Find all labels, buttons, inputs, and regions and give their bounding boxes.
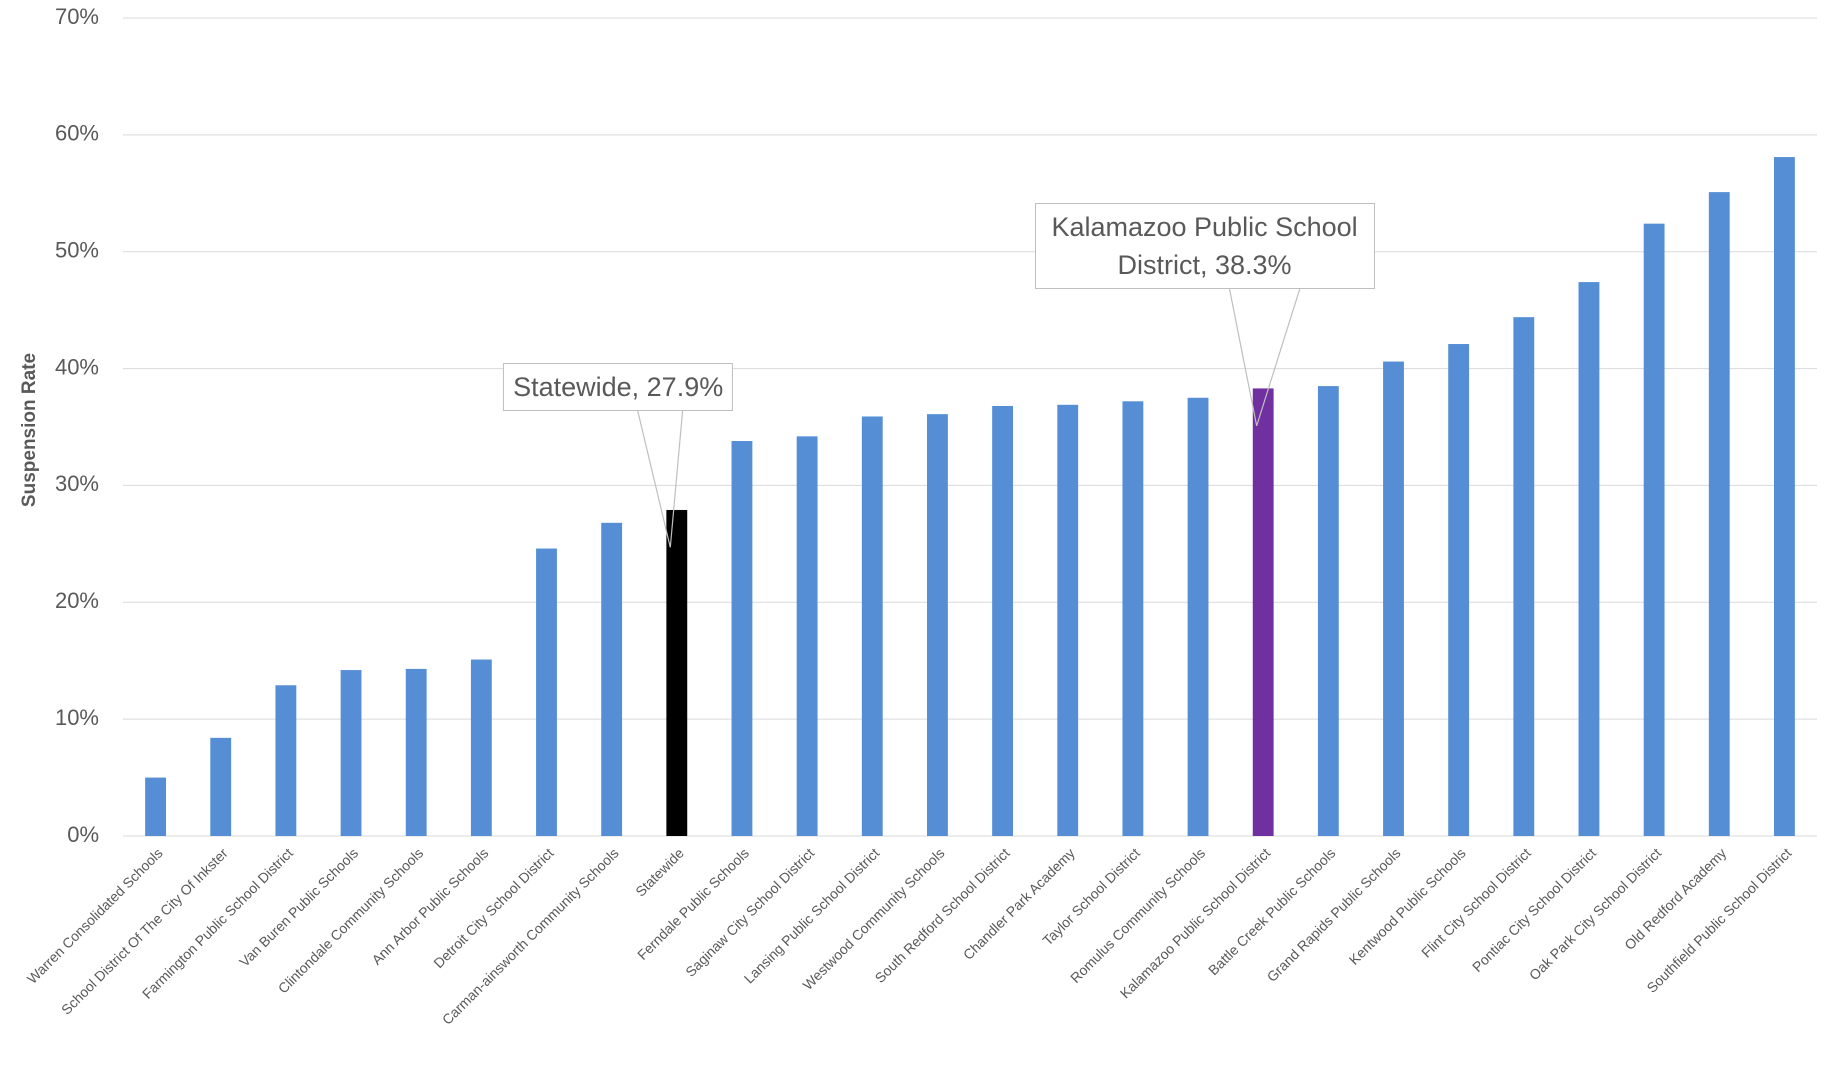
y-tick-label: 30% [55,471,99,496]
callout-pointer [637,410,684,548]
bar [861,416,883,836]
bar [1252,388,1274,836]
bar [666,509,688,836]
y-tick-label: 50% [55,238,99,263]
y-tick-label: 0% [67,822,99,847]
bar [275,685,297,836]
x-tick-label: Saginaw City School District [682,845,817,980]
bar [1057,404,1079,836]
callout: Kalamazoo Public School District, 38.3% [1034,203,1375,290]
x-tick-label: Battle Creek Public Schools [1205,845,1338,978]
bar [470,659,492,836]
x-tick-label: Flint City School District [1418,845,1534,961]
bar [1773,157,1795,836]
x-tick-label: Kentwood Public Schools [1346,845,1469,968]
bar [1317,386,1339,836]
bar [210,737,232,836]
x-tick-label: Oak Park City School District [1526,845,1664,983]
bar [1513,317,1535,836]
x-tick-label: Westwood Community Schools [799,845,947,993]
bar [1448,344,1470,836]
bar [796,436,818,836]
x-tick-label: Pontiac City School District [1469,845,1599,975]
bar [601,522,623,836]
y-tick-label: 40% [55,354,99,379]
x-tick-label: South Redford School District [872,845,1013,986]
bar [1643,223,1665,836]
x-tick-label: Southfield Public School District [1643,845,1794,996]
bar [1383,361,1404,836]
bar [1578,282,1600,836]
bar [340,670,362,836]
callout: Statewide, 27.9% [503,362,734,411]
y-tick-label: 70% [55,4,99,29]
x-tick-label: Warren Consolidated Schools [24,845,166,987]
x-tick-label: Chandler Park Academy [960,845,1078,963]
x-tick-label: Statewide [632,845,687,900]
y-tick-label: 10% [55,705,99,730]
bar [1122,401,1144,836]
x-tick-label: Grand Rapids Public Schools [1264,845,1404,985]
y-tick-label: 60% [55,121,99,146]
x-tick-label: Van Buren Public Schools [236,845,361,970]
callout-pointer [1228,288,1301,427]
x-tick-label: Ann Arbor Public Schools [368,845,491,968]
bar [992,405,1014,836]
bar [405,668,427,836]
x-tick-label: Lansing Public School District [741,845,883,987]
y-tick-label: 20% [55,588,99,613]
x-tick-label: Ferndale Public Schools [634,845,752,963]
x-tick-label: Romulus Community Schools [1067,845,1208,986]
bar [926,414,948,836]
bar [1187,397,1209,836]
bar [536,548,557,836]
y-axis-label: Suspension Rate [19,353,40,507]
bar [1708,192,1730,837]
x-tick-label: Detroit City School District [430,845,556,971]
bar [731,441,753,836]
bar [145,777,167,836]
